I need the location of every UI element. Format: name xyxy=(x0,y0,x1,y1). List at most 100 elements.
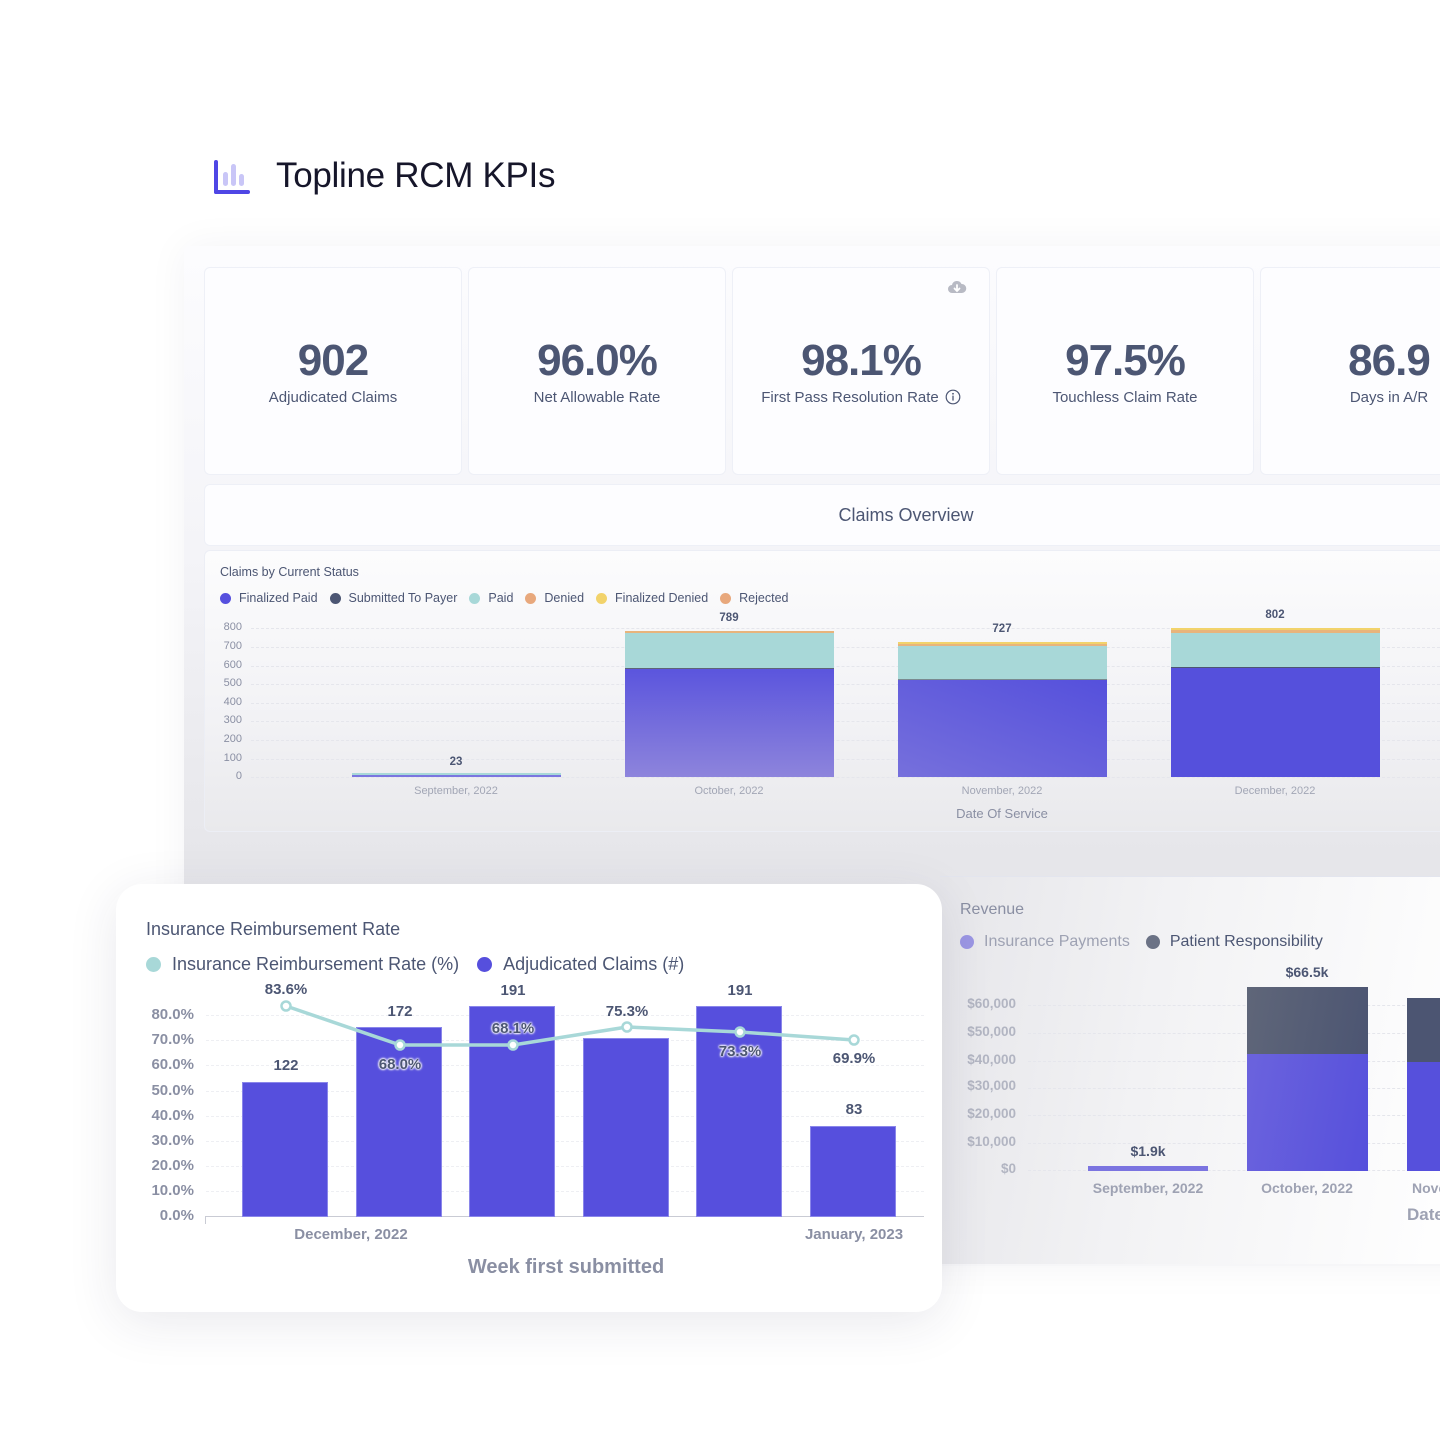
gridline xyxy=(251,666,1440,667)
bar-total-label: 727 xyxy=(992,623,1012,635)
bar-week-4[interactable] xyxy=(583,1038,669,1217)
x-axis-title: Week first submitted xyxy=(467,1256,665,1278)
legend-label: Denied xyxy=(544,591,585,605)
gridline xyxy=(1028,1170,1440,1171)
kpi-label-text: First Pass Resolution Rate xyxy=(761,388,939,406)
page-title: Topline RCM KPIs xyxy=(276,156,556,195)
info-icon[interactable] xyxy=(945,389,961,405)
segment-finalized-paid xyxy=(1171,668,1380,777)
legend-label: Rejected xyxy=(739,591,789,605)
bar-count-label: 191 xyxy=(500,982,526,999)
legend-dot xyxy=(1145,935,1160,949)
segment-finalized-paid xyxy=(898,680,1107,777)
x-tick: September, 2022 xyxy=(414,785,498,797)
kpi-label-text: Net Allowable Rate xyxy=(533,388,661,406)
bar-stack-october[interactable] xyxy=(1247,987,1368,1171)
rate-label: 73.3% xyxy=(718,1043,762,1060)
rate-label: 68.1% xyxy=(491,1020,535,1037)
x-tick: January, 2023 xyxy=(804,1226,904,1243)
y-tick: 100 xyxy=(223,752,242,764)
bar-stack-october[interactable] xyxy=(625,631,834,777)
kpi-value: 96.0% xyxy=(537,335,658,385)
legend-item-patient-responsibility[interactable]: Patient Responsibility xyxy=(1145,933,1323,951)
gridline xyxy=(1028,1033,1440,1034)
y-tick: 10.0% xyxy=(151,1182,194,1199)
segment-paid xyxy=(352,773,561,775)
x-axis-line xyxy=(205,1216,924,1217)
bar-total-label: 802 xyxy=(1265,609,1285,621)
gridline xyxy=(206,1116,924,1117)
x-tick: October, 2022 xyxy=(694,785,764,797)
legend-item-rejected[interactable]: Rejected xyxy=(720,591,788,605)
y-tick: 700 xyxy=(223,640,242,652)
segment-insurance-payments xyxy=(1247,1054,1368,1171)
legend-item-finalized-paid[interactable]: Finalized Paid xyxy=(220,591,318,605)
claims-status-chart-card: Claims by Current Status Finalized Paid … xyxy=(204,550,1440,832)
legend-item-finalized-denied[interactable]: Finalized Denied xyxy=(596,591,708,605)
y-tick: $40,000 xyxy=(967,1052,1016,1067)
rate-label: 83.6% xyxy=(264,981,308,998)
y-tick: 80.0% xyxy=(151,1006,194,1023)
chart-legend: Insurance Reimbursement Rate (%) Adjudic… xyxy=(146,954,702,975)
bar-stack-september[interactable] xyxy=(352,773,561,777)
kpi-label: Net Allowable Rate xyxy=(534,389,661,406)
bar-count-label: 172 xyxy=(387,1003,413,1020)
y-tick: $0 xyxy=(1000,1161,1016,1176)
chart-title: Insurance Reimbursement Rate xyxy=(146,919,401,939)
gridline xyxy=(1028,1005,1440,1006)
bar-stack-december[interactable] xyxy=(1171,628,1380,777)
chart-legend: Insurance Payments Patient Responsibilit… xyxy=(960,933,1339,951)
kpi-value: 97.5% xyxy=(1065,335,1186,385)
y-tick: $10,000 xyxy=(967,1134,1016,1149)
y-tick: 40.0% xyxy=(151,1107,194,1124)
y-tick: 30.0% xyxy=(151,1132,194,1149)
kpi-card-first-pass-resolution-rate[interactable]: 98.1% First Pass Resolution Rate xyxy=(732,267,990,475)
cloud-download-icon[interactable] xyxy=(947,278,967,298)
gridline xyxy=(251,777,1440,778)
section-title: Claims Overview xyxy=(838,505,974,525)
bar-week-1[interactable] xyxy=(242,1082,328,1217)
section-header-card: Claims Overview xyxy=(204,484,1440,546)
bar-week-6[interactable] xyxy=(810,1126,896,1217)
gridline xyxy=(251,740,1440,741)
legend-item-reimbursement-rate[interactable]: Insurance Reimbursement Rate (%) xyxy=(146,954,459,975)
gridline xyxy=(1028,1088,1440,1089)
legend-dot xyxy=(329,592,341,604)
kpi-card-touchless-claim-rate[interactable]: 97.5% Touchless Claim Rate xyxy=(996,267,1254,475)
bar-stack-november[interactable] xyxy=(1407,998,1440,1171)
gridline xyxy=(206,1040,924,1041)
kpi-label: Touchless Claim Rate xyxy=(1052,389,1197,406)
bar-week-5[interactable] xyxy=(696,1006,782,1217)
x-axis-title: Date Of Service xyxy=(956,806,1048,821)
x-tick: November, 2022 xyxy=(961,785,1043,797)
segment-submitted-to-payer xyxy=(1171,667,1380,668)
segment-finalized-denied xyxy=(1171,628,1380,630)
gridline xyxy=(251,647,1440,648)
segment-finalized-paid xyxy=(352,775,561,777)
y-tick: 0.0% xyxy=(159,1207,194,1224)
bar-count-label: 83 xyxy=(845,1101,863,1118)
kpi-card-adjudicated-claims[interactable]: 902 Adjudicated Claims xyxy=(204,267,462,475)
x-tick: December, 2022 xyxy=(1234,785,1316,797)
insurance-reimbursement-chart-card: Insurance Reimbursement Rate Insurance R… xyxy=(116,884,942,1312)
bar-stack-september[interactable] xyxy=(1088,1166,1208,1171)
bar-count-label: 122 xyxy=(273,1057,299,1074)
bar-week-2[interactable] xyxy=(356,1027,442,1217)
chart-title: Revenue xyxy=(960,901,1025,918)
legend-label: Insurance Reimbursement Rate (%) xyxy=(172,954,460,974)
legend-item-insurance-payments[interactable]: Insurance Payments xyxy=(960,933,1130,951)
legend-dot xyxy=(220,592,231,604)
legend-item-denied[interactable]: Denied xyxy=(525,591,584,605)
bar-stack-november[interactable] xyxy=(898,642,1107,777)
kpi-card-days-in-ar[interactable]: 86.9 Days in A/R xyxy=(1260,267,1440,475)
legend-item-paid[interactable]: Paid xyxy=(469,591,513,605)
kpi-value: 98.1% xyxy=(801,335,922,385)
y-tick: 20.0% xyxy=(151,1157,194,1174)
y-tick: 0 xyxy=(235,770,242,782)
kpi-value: 902 xyxy=(297,335,369,385)
kpi-card-net-allowable-rate[interactable]: 96.0% Net Allowable Rate xyxy=(468,267,726,475)
legend-item-submitted-to-payer[interactable]: Submitted To Payer xyxy=(329,591,457,605)
segment-denied xyxy=(1171,630,1380,633)
legend-item-adjudicated-claims[interactable]: Adjudicated Claims (#) xyxy=(477,954,684,975)
kpi-value: 86.9 xyxy=(1348,335,1431,385)
